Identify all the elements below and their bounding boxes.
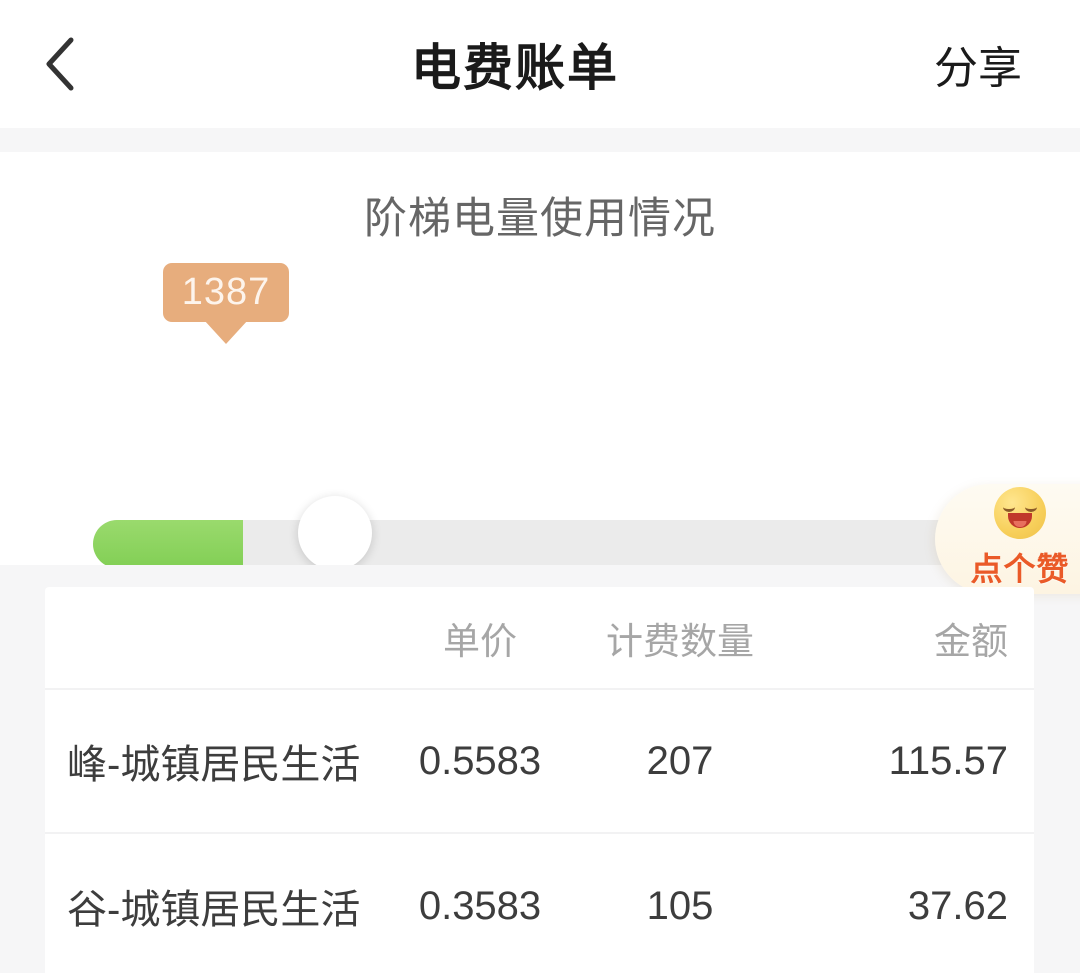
column-header-qty: 计费数量 [606,620,754,662]
like-floating-button[interactable]: 点个赞 [935,484,1080,594]
table-row: 谷-城镇居民生活 0.3583 105 37.62 [45,834,1034,978]
like-button-label: 点个赞 [970,550,1070,587]
tier-usage-panel: 阶梯电量使用情况 1387 0-2760 第一阶梯 2761-4800 第二阶梯… [0,152,1080,712]
table-header-row: 单价 计费数量 金额 [45,587,1034,690]
usage-badge-wrapper: 1387 [163,263,289,322]
cell-price: 0.3583 [418,883,542,928]
column-header-amount: 金额 [934,620,1008,662]
cell-name: 峰-城镇居民生活 [67,743,361,787]
usage-value-badge: 1387 [163,263,289,322]
cell-qty: 207 [646,738,714,783]
cell-amount: 37.62 [907,883,1008,928]
cell-name: 谷-城镇居民生活 [67,888,361,932]
cell-amount: 115.57 [888,738,1008,783]
column-header-price: 单价 [443,620,517,662]
slider-thumb[interactable] [298,496,372,570]
charges-table: 单价 计费数量 金额 峰-城镇居民生活 0.5583 207 115.57 谷-… [45,587,1034,978]
back-button[interactable] [0,0,120,128]
share-button[interactable]: 分享 [934,44,1022,93]
tier-section-title: 阶梯电量使用情况 [364,195,716,243]
page-title: 电费账单 [411,40,619,96]
cell-price: 0.5583 [418,738,542,783]
smiley-face-icon [994,486,1046,539]
header-divider [0,128,1080,152]
nav-bar: 电费账单 分享 [0,0,1080,128]
slider-fill [93,520,243,568]
cell-qty: 105 [646,883,714,928]
table-row: 峰-城镇居民生活 0.5583 207 115.57 [45,690,1034,834]
tier-progress-slider[interactable] [93,496,988,570]
chevron-left-icon [46,37,74,91]
